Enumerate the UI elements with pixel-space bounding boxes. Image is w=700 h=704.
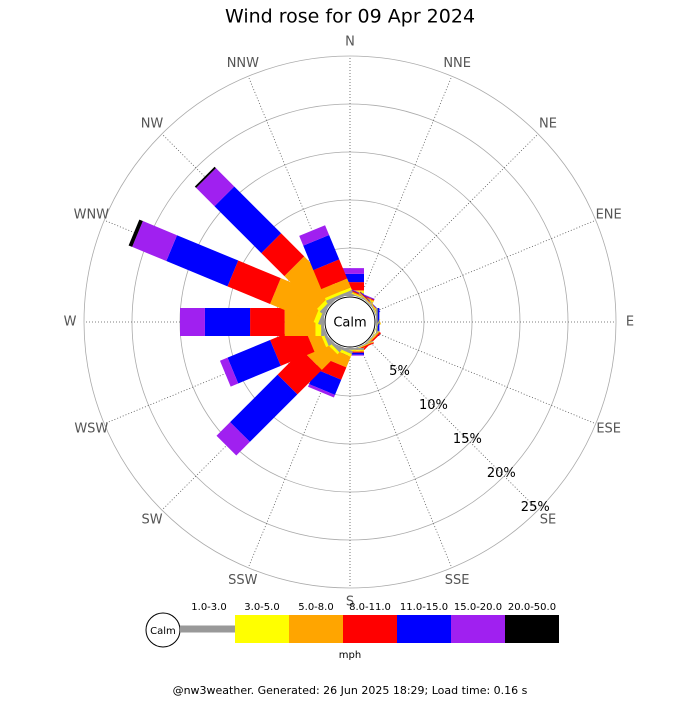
direction-label: NNE: [443, 56, 471, 71]
legend-swatch: [235, 615, 289, 643]
direction-label: W: [64, 315, 77, 330]
direction-label: ESE: [596, 422, 621, 437]
footer: @nw3weather. Generated: 26 Jun 2025 18:2…: [173, 684, 528, 697]
direction-label: NNW: [227, 56, 259, 71]
legend-label: 15.0-20.0: [454, 602, 502, 613]
legend-label: 8.0-11.0: [349, 602, 391, 613]
bar-segment: [250, 308, 285, 336]
bar-segment: [180, 308, 205, 336]
direction-label: SSE: [445, 573, 470, 588]
r-tick-label: 15%: [453, 432, 482, 447]
r-tick-label: 10%: [419, 398, 448, 413]
chart-title: Wind rose for 09 Apr 2024: [225, 6, 475, 28]
r-tick-label: 5%: [389, 364, 410, 379]
direction-label: NE: [539, 117, 557, 132]
direction-label: SE: [540, 512, 556, 527]
legend-calm-label: Calm: [150, 626, 176, 637]
direction-label: NW: [141, 117, 164, 132]
units-label: mph: [339, 650, 361, 661]
legend-label: 5.0-8.0: [298, 602, 333, 613]
direction-label: WSW: [74, 422, 108, 437]
calm-label: Calm: [333, 316, 366, 331]
direction-label: ENE: [596, 207, 622, 222]
direction-label: SSW: [228, 573, 258, 588]
direction-label: SW: [141, 512, 162, 527]
direction-label: WNW: [74, 207, 110, 222]
legend-label: 11.0-15.0: [400, 602, 448, 613]
legend-swatch: [505, 615, 559, 643]
legend-swatch: [397, 615, 451, 643]
legend-swatch: [343, 615, 397, 643]
direction-label: E: [626, 315, 634, 330]
legend-swatch: [289, 615, 343, 643]
legend-swatch: [451, 615, 505, 643]
bar-segment: [205, 308, 250, 336]
r-tick-label: 20%: [487, 466, 516, 481]
legend-label: 1.0-3.0: [191, 602, 226, 613]
legend-label: 20.0-50.0: [508, 602, 556, 613]
direction-label: N: [345, 35, 355, 50]
legend-label: 3.0-5.0: [244, 602, 279, 613]
bar-segment: [376, 308, 377, 336]
